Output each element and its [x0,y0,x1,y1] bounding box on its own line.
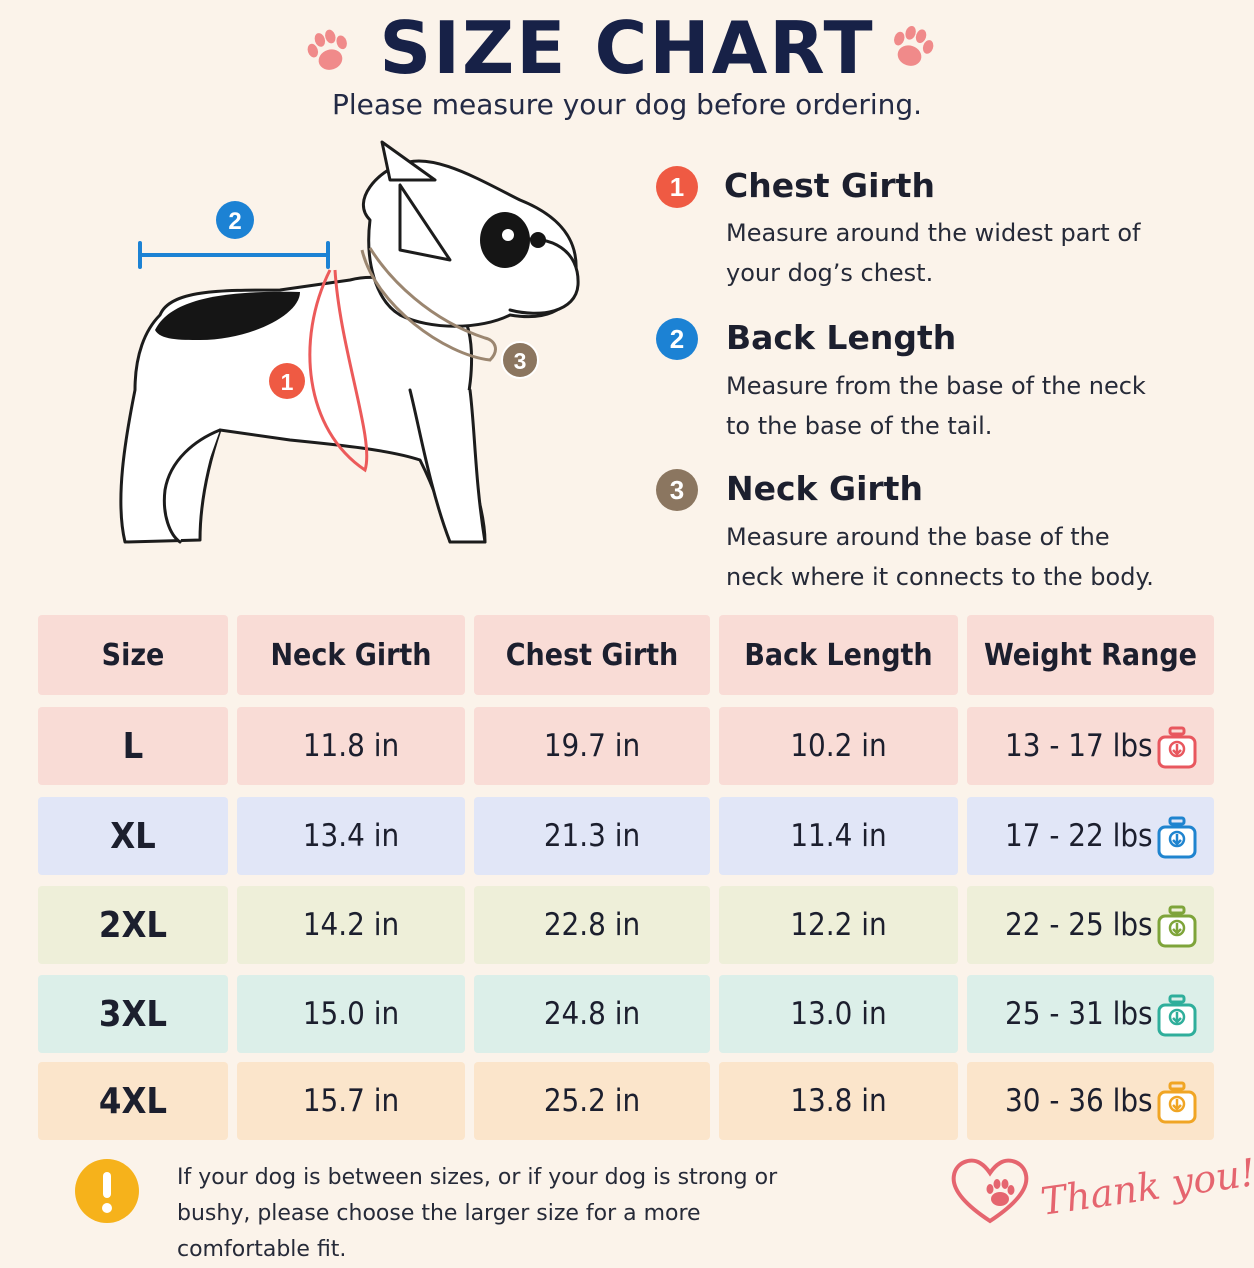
neck-girth-marker: 3 [514,348,527,374]
size-label: 2XL [98,904,168,946]
table-cell-neck: 11.8 in [237,707,465,785]
table-cell-neck: 15.7 in [237,1062,465,1140]
table-cell-neck: 15.0 in [237,975,465,1053]
header-back-length: Back Length [719,615,958,695]
page-subtitle: Please measure your dog before ordering. [331,88,923,121]
legend-title-back-length: Back Length [726,318,957,357]
legend-number: 1 [656,166,698,208]
cell-value: 24.8 in [543,996,641,1032]
thank-you-text: Thank you! [1037,1150,1254,1224]
table-cell-weight: 25 - 31 lbs [967,975,1214,1053]
page-title: SIZE CHART [379,6,875,90]
header-neck-girth: Neck Girth [237,615,465,695]
chest-girth-marker: 1 [281,369,294,395]
legend-number: 2 [656,318,698,360]
scale-icon [1157,726,1197,769]
table-cell-back: 13.0 in [719,975,958,1053]
cell-value: 11.4 in [790,818,887,854]
cell-value: 30 - 36 lbs [1005,1083,1153,1119]
scale-icon [1157,905,1197,948]
heart-paw-icon [951,1158,1029,1224]
paw-icon [894,25,934,66]
cell-value: 13.8 in [790,1083,887,1119]
table-cell-chest: 25.2 in [474,1062,710,1140]
table-cell-size: 2XL [38,886,228,964]
table-cell-size: XL [38,797,228,875]
cell-value: 15.0 in [302,996,400,1032]
cell-value: 14.2 in [302,907,400,943]
table-cell-back: 12.2 in [719,886,958,964]
table-cell-chest: 21.3 in [474,797,710,875]
legend-desc-back-length: Measure from the base of the neck to the… [726,372,1146,440]
cell-value: 22.8 in [543,907,641,943]
table-cell-neck: 14.2 in [237,886,465,964]
cell-value: 15.7 in [302,1083,400,1119]
table-cell-chest: 24.8 in [474,975,710,1053]
scale-icon [1157,994,1197,1037]
back-length-marker: 2 [228,208,241,235]
table-cell-size: L [38,707,228,785]
table-cell-back: 11.4 in [719,797,958,875]
legend-desc-chest-girth: Measure around the widest part of your d… [726,219,1141,287]
legend-title-neck-girth: Neck Girth [726,469,923,508]
cell-value: 13.4 in [302,818,400,854]
paw-icon [307,29,347,70]
size-label: XL [110,815,156,857]
legend-title-chest-girth: Chest Girth [724,166,935,205]
table-cell-weight: 22 - 25 lbs [967,886,1214,964]
cell-value: 25.2 in [543,1083,641,1119]
cell-value: 25 - 31 lbs [1005,996,1153,1032]
cell-value: 21.3 in [543,818,641,854]
table-cell-size: 4XL [38,1062,228,1140]
table-cell-back: 13.8 in [719,1062,958,1140]
size-label: 3XL [98,993,168,1035]
legend-desc-neck-girth: Measure around the base of the neck wher… [726,523,1154,591]
size-label: L [122,725,144,767]
header-weight-range: Weight Range [967,615,1214,695]
table-cell-neck: 13.4 in [237,797,465,875]
scale-icon [1157,1081,1197,1124]
cell-value: 19.7 in [543,728,641,764]
legend-number: 3 [656,469,698,511]
header-size: Size [38,615,228,695]
table-cell-chest: 22.8 in [474,886,710,964]
size-label: 4XL [98,1080,168,1122]
cell-value: 22 - 25 lbs [1005,907,1153,943]
cell-value: 17 - 22 lbs [1005,818,1153,854]
cell-value: 12.2 in [790,907,887,943]
scale-icon [1157,816,1197,859]
table-cell-weight: 13 - 17 lbs [967,707,1214,785]
table-cell-size: 3XL [38,975,228,1053]
cell-value: 13.0 in [790,996,887,1032]
table-cell-back: 10.2 in [719,707,958,785]
header-chest-girth: Chest Girth [474,615,710,695]
cell-value: 13 - 17 lbs [1005,728,1153,764]
table-cell-chest: 19.7 in [474,707,710,785]
exclamation-icon [75,1159,139,1223]
cell-value: 11.8 in [302,728,400,764]
dog-illustration: 2 1 3 [119,140,580,544]
table-cell-weight: 17 - 22 lbs [967,797,1214,875]
table-cell-weight: 30 - 36 lbs [967,1062,1214,1140]
cell-value: 10.2 in [790,728,887,764]
sizing-note: If your dog is between sizes, or if your… [177,1165,778,1262]
